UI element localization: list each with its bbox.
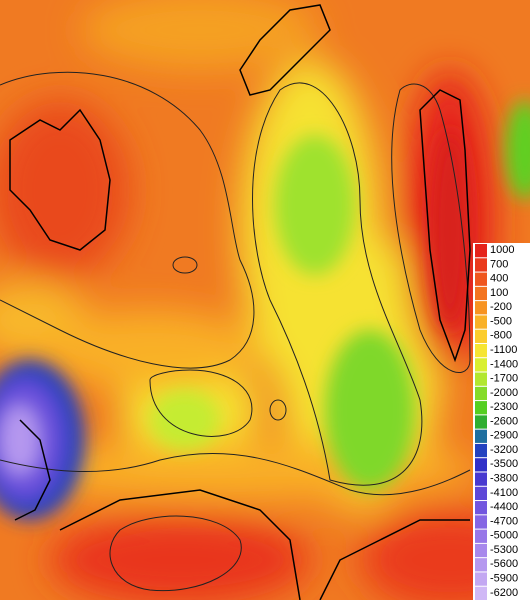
legend-label: -4400 [490,501,518,513]
legend-swatch [475,558,487,572]
coastlines [9,4,471,600]
legend-swatch [475,329,487,343]
legend-swatch [475,372,487,386]
legend-label: -5000 [490,530,518,542]
legend-label: 100 [490,287,508,299]
legend-swatch [475,529,487,543]
legend-label: -3500 [490,458,518,470]
legend-label: -2300 [490,401,518,413]
legend-swatch [475,543,487,558]
legend-label: -5600 [490,558,518,570]
contours [0,71,471,592]
legend-label: -5900 [490,572,518,584]
legend-swatch [475,458,487,472]
legend-label: -1700 [490,373,518,385]
legend-label: -800 [490,330,512,342]
legend-swatch [475,301,487,315]
legend-swatch [475,358,487,372]
legend-swatch [475,386,487,401]
legend-swatch [475,415,487,429]
legend-label: -6200 [490,587,518,599]
legend-swatch [475,429,487,443]
legend-swatch [475,572,487,586]
legend-label: -500 [490,315,512,327]
legend-label: -2000 [490,387,518,399]
legend-label: -3200 [490,444,518,456]
legend-swatch [475,343,487,358]
legend-label: -200 [490,301,512,313]
legend-swatch [475,443,487,458]
legend-label: -4100 [490,487,518,499]
legend-label: -2900 [490,430,518,442]
legend-swatch [475,244,487,258]
legend-swatch [475,501,487,515]
legend-swatch [475,286,487,301]
legend-swatch [475,472,487,486]
legend-label: -4700 [490,515,518,527]
legend-swatch [475,401,487,415]
legend-label: 400 [490,273,508,285]
legend-label: -1400 [490,358,518,370]
legend-swatch [475,258,487,272]
legend-label: 700 [490,258,508,270]
legend-swatch [475,272,487,286]
legend: 1000 700 400 100 -200 -500 -800 -1100 -1400 -1700… [473,243,530,600]
legend-label: -2600 [490,415,518,427]
legend-label: -5300 [490,544,518,556]
legend-swatch [475,486,487,501]
legend-swatch [475,315,487,329]
legend-swatch [475,515,487,529]
legend-label: -3800 [490,473,518,485]
legend-swatch [475,586,487,600]
legend-label: 1000 [490,244,514,256]
legend-label: -1100 [490,344,517,356]
